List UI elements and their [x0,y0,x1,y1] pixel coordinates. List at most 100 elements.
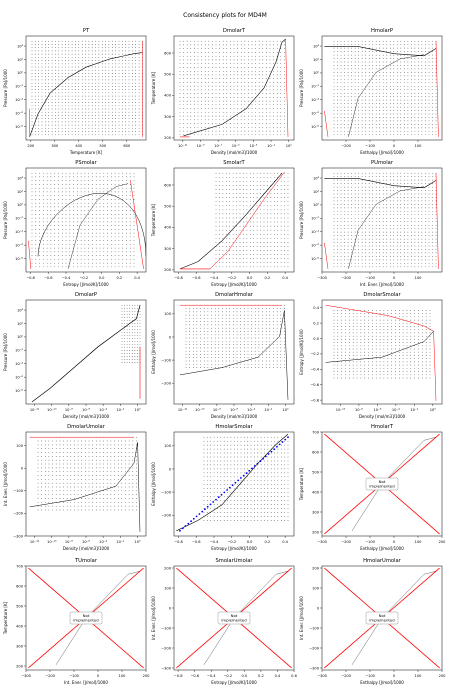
chart-title: DmolarT [223,28,246,34]
chart-title: PT [83,28,90,34]
y-tick-label: 200 [164,268,172,272]
x-axis-label: Enthalpy [J/mol]/1000 [360,546,404,551]
x-tick-label: −0.8 [174,540,183,544]
y-tick-label: 200 [312,566,320,570]
y-tick-label: 500 [312,470,320,474]
y-tick-label: 0 [169,606,172,610]
y-tick-label: −0.8 [310,398,319,402]
x-tick-label: 10⁻⁹ [197,144,205,148]
series-line [348,54,425,137]
x-tick-label: −0.2 [223,674,232,678]
y-tick-label: 10⁻² [311,217,319,221]
y-tick-label: −200 [161,646,172,650]
x-tick-label: 10⁻¹⁰ [47,540,57,544]
x-axis-label: Density [mol/m3]/1000 [63,546,110,551]
x-tick-label: 0 [393,276,396,280]
not-implemented-label: implemented [73,618,99,623]
y-tick-label: 400 [16,624,24,628]
plot-area [179,38,289,138]
x-tick-label: 10⁻² [116,540,124,544]
y-tick-label: 300 [312,510,320,514]
y-tick-label: 700 [312,430,320,434]
series-line [179,173,283,270]
x-tick-label: 0.4 [275,674,281,678]
y-tick-label: 500 [16,604,24,608]
x-tick-label: −0.2 [227,540,236,544]
chart-hmolarp: HmolarP Enthalpy [J/mol]/1000 Pressure [Pa… [299,28,443,155]
y-tick-label: −100 [161,358,172,362]
y-tick-label: 0 [21,466,24,470]
y-tick-label: 300 [164,247,172,251]
y-tick-label: 10⁻² [15,217,23,221]
y-axis-label: Int. Ener. [J/mol]/1000 [299,596,304,640]
y-tick-label: 10⁻² [15,349,23,353]
series-line [67,183,129,269]
x-tick-label: −0.8 [174,674,183,678]
plot-area [179,172,289,270]
x-tick-label: 0.4 [134,276,140,280]
series-line [324,110,329,137]
plot-frame [321,167,443,273]
y-axis-label: Pressure [Pa]/1000 [3,201,8,239]
chart-title: HmolarP [371,28,393,34]
x-tick-label: −0.2 [227,276,236,280]
series-line [351,571,437,665]
x-tick-label: 10⁻¹² [178,408,188,412]
y-tick-label: 10⁻⁸ [15,257,23,261]
y-tick-label: 10⁰ [313,203,320,207]
x-tick-label: −100 [365,276,376,280]
x-axis-label: Int. Ener. [J/mol]/1000 [64,680,108,685]
x-tick-label: 0.2 [116,276,122,280]
chart-dmolarhmolar: DmolarHmolar Density [mol/m3]/1000 Enthalp… [151,292,295,419]
series-line [325,331,434,363]
y-tick-label: 10⁴ [17,308,24,312]
x-tick-label: 10⁻⁵ [232,144,240,148]
plot-frame [321,299,443,405]
not-implemented-label: implemented [221,618,247,623]
plot-area [324,40,439,137]
x-tick-label: −200 [341,276,352,280]
y-tick-label: −200 [161,514,172,518]
y-axis-label: Int. Ener. [J/mol]/1000 [151,596,156,640]
x-tick-label: 100 [415,674,423,678]
y-tick-label: 10⁴ [313,44,320,48]
x-tick-label: 200 [439,540,447,544]
x-tick-label: 10⁻⁶ [373,408,381,412]
y-axis-label: Entropy [J/mol/K]/1000 [299,329,304,375]
x-tick-label: 10⁻³ [249,144,257,148]
chart-title: DmolarSmolar [363,292,401,298]
chart-dmolarumolar: DmolarUmolar Density [mol/m3]/1000 Int. En… [3,424,147,551]
x-tick-label: 10⁻⁴ [392,408,400,412]
plot-frame [173,167,295,273]
chart-psmolar: PSmolar Entropy [J/mol/K]/1000 Pressure [P… [3,160,147,287]
y-tick-label: −300 [161,666,172,670]
x-tick-label: −0.4 [210,276,219,280]
series-line [176,433,289,532]
x-tick-label: 0.4 [282,276,288,280]
y-tick-label: 0.4 [313,306,319,310]
plot-area [324,172,439,269]
x-axis-label: Temperature [K] [69,150,103,155]
series-line [31,305,141,403]
y-tick-label: −200 [13,512,24,516]
series-line [324,242,329,269]
y-tick-label: 0.0 [313,337,319,341]
chart-title: SmolarUmolar [215,558,253,564]
x-tick-label: 0.2 [264,276,270,280]
series-line [179,310,289,400]
y-tick-label: 10⁻⁶ [15,375,23,379]
plot-area [179,304,289,400]
highlight-points [179,436,289,532]
x-tick-label: −0.6 [192,540,201,544]
x-tick-label: −300 [317,674,328,678]
x-tick-label: −0.6 [192,276,201,280]
y-tick-label: 500 [164,73,172,77]
series-line [325,304,437,401]
x-tick-label: 0.2 [264,540,270,544]
x-tick-label: 10⁻¹⁰ [336,408,346,412]
scatter-points [121,304,141,363]
y-tick-label: 200 [16,664,24,668]
y-tick-label: 400 [312,490,320,494]
y-tick-label: 10⁻⁴ [15,362,23,366]
